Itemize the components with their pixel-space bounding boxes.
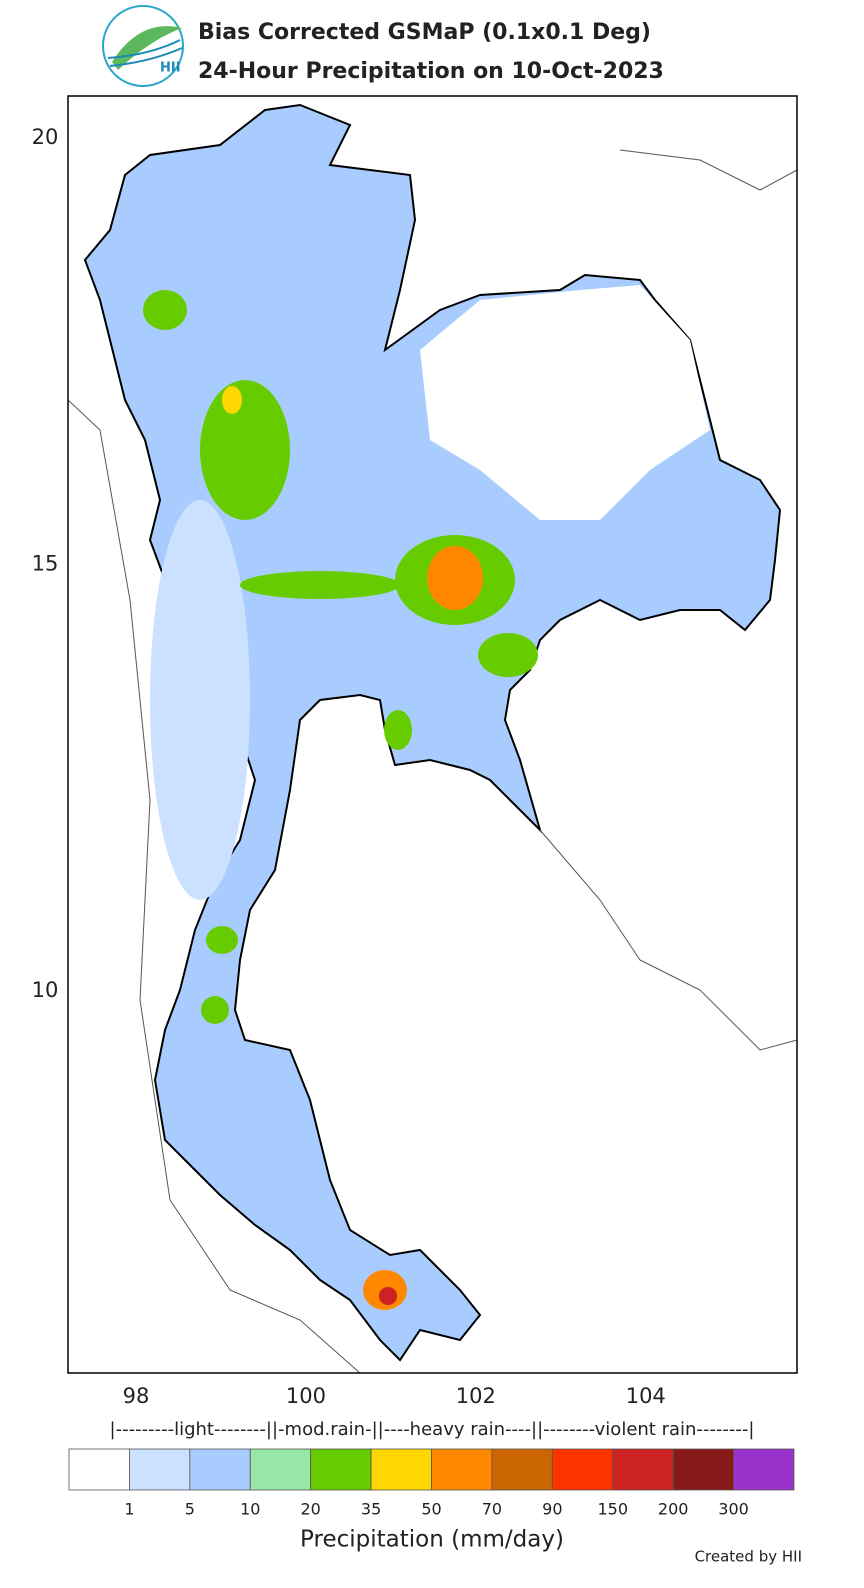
colorbar-box: [551, 1448, 614, 1491]
x-tick-label: 100: [286, 1384, 326, 1408]
rain-area: [200, 380, 290, 520]
y-tick-label: 10: [32, 978, 59, 1002]
logo: HII: [102, 5, 184, 87]
colorbar-box: [733, 1448, 795, 1491]
rain-area: [201, 996, 229, 1024]
colorbar-tick-label: 5: [185, 1500, 195, 1519]
border-line: [68, 399, 361, 1373]
colorbar-box: [249, 1448, 312, 1491]
colorbar-box: [612, 1448, 674, 1491]
colorbar-tick-label: 70: [482, 1500, 502, 1519]
colorbar-tick-label: 50: [421, 1500, 441, 1519]
colorbar-categories: |---------light--------||-mod.rain-||---…: [110, 1419, 755, 1440]
rain-area: [206, 926, 238, 954]
title-line: Bias Corrected GSMaP (0.1x0.1 Deg): [198, 20, 651, 45]
colorbar-box: [431, 1448, 493, 1491]
colorbar-tick-label: 300: [718, 1500, 749, 1519]
colorbar-box: [370, 1448, 432, 1491]
logo-text: HII: [160, 61, 181, 76]
colorbar-tick-label: 150: [597, 1500, 628, 1519]
logo-wave: [107, 39, 181, 59]
dry-area: [420, 285, 710, 520]
x-tick-label: 98: [123, 1384, 150, 1408]
colorbar-box: [310, 1448, 372, 1491]
colorbar-box: [672, 1448, 734, 1491]
rain-area: [240, 571, 400, 599]
logo-leaf: [112, 26, 182, 70]
colorbar-tick-label: 1: [124, 1500, 134, 1519]
colorbar-tick-label: 20: [300, 1500, 320, 1519]
x-tick-label: 104: [626, 1384, 666, 1408]
map-frame: [67, 95, 798, 1374]
title-line: 24-Hour Precipitation on 10-Oct-2023: [198, 59, 664, 84]
colorbar-box: [491, 1448, 553, 1491]
colorbar-box: [129, 1448, 191, 1491]
colorbar-tick-label: 35: [361, 1500, 381, 1519]
colorbar-box: [189, 1448, 251, 1491]
rain-area: [222, 386, 242, 414]
rain-area: [478, 633, 538, 677]
credit: Created by HII: [695, 1548, 802, 1566]
border-line: [539, 829, 797, 1051]
colorbar-tick-label: 200: [658, 1500, 689, 1519]
colorbar-tick-label: 10: [240, 1500, 260, 1519]
colorbar-label: Precipitation (mm/day): [300, 1527, 564, 1553]
map-area: [68, 103, 797, 1373]
rain-area: [379, 1287, 397, 1305]
border-line: [619, 149, 797, 191]
x-tick-label: 102: [456, 1384, 496, 1408]
rain-area: [384, 710, 412, 750]
rain-area: [427, 546, 483, 610]
rain-area: [143, 290, 187, 330]
logo-wave: [109, 47, 183, 67]
colorbar-box: [68, 1448, 130, 1491]
y-tick-label: 20: [32, 125, 59, 149]
y-tick-label: 15: [32, 551, 59, 575]
logo-ring: [102, 5, 184, 87]
rain-area: [150, 500, 250, 900]
colorbar-tick-label: 90: [542, 1500, 562, 1519]
